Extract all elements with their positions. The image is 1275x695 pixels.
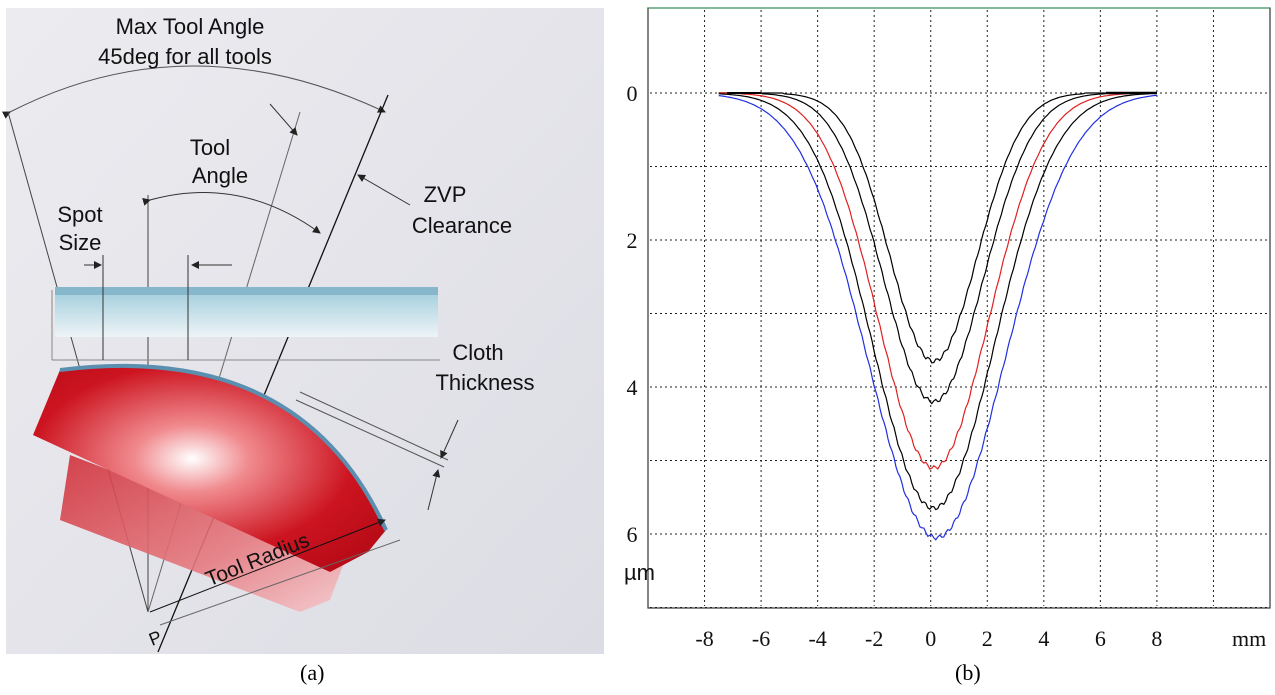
max-tool-angle-label-2: 45deg for all tools: [98, 44, 272, 69]
profile-series-2: [718, 92, 1157, 405]
plot-frame: [647, 7, 1271, 609]
zvp-label-1: ZVP: [424, 182, 467, 207]
x-tick-label: -8: [695, 626, 713, 651]
cloth-thickness-line-1: [299, 391, 449, 461]
tool-radius-guide: [159, 539, 401, 626]
tool-geometry-diagram: Max Tool Angle 45deg for all tools Tool …: [0, 0, 604, 664]
tool-angle-label-1: Tool: [190, 135, 230, 160]
x-tick-label: -6: [752, 626, 770, 651]
x-tick-label: -2: [865, 626, 883, 651]
caption-a: (a): [300, 660, 325, 685]
y-unit-label: µm: [624, 560, 655, 585]
x-tick-label: 0: [925, 626, 936, 651]
x-tick-label: 6: [1095, 626, 1106, 651]
x-tick-label: 2: [982, 626, 993, 651]
caption-b: (b): [955, 660, 981, 685]
workpiece-top-edge: [55, 287, 438, 295]
cloth-arc: [59, 363, 388, 531]
zvp-arrow-upper: [269, 103, 298, 136]
cloth-thickness-arrow-lower: [427, 469, 441, 511]
y-tick-label: 0: [627, 81, 638, 106]
spot-size-label-2: Size: [59, 230, 102, 255]
series-group: [718, 91, 1157, 541]
depth-profile-svg: -8 -6 -4 -2 0 2 4 6 8 0 2 4 6 µm mm: [624, 7, 1271, 651]
profile-series-4: [718, 92, 1157, 511]
x-tick-label: 8: [1151, 626, 1162, 651]
y-tick-label: 2: [627, 228, 638, 253]
profile-series-1: [718, 92, 1157, 364]
cloth-thickness-label-1: Cloth: [452, 340, 503, 365]
max-tool-angle-arc: [1, 65, 386, 119]
max-tool-angle-label-1: Max Tool Angle: [116, 14, 265, 39]
depth-profile-chart: -8 -6 -4 -2 0 2 4 6 8 0 2 4 6 µm mm: [610, 0, 1275, 664]
tool-radius-arrow: [149, 518, 386, 613]
tool-geometry-svg: Max Tool Angle 45deg for all tools Tool …: [1, 8, 604, 654]
y-tick-label: 4: [627, 375, 638, 400]
workpiece-slab: [55, 287, 438, 337]
tool-angle-label-2: Angle: [192, 163, 248, 188]
grid: [650, 10, 1268, 608]
zvp-label-2: Clearance: [412, 213, 512, 238]
cloth-thickness-arrow-upper: [440, 419, 459, 459]
x-tick-label: 4: [1038, 626, 1049, 651]
tool-angle-arc: [142, 191, 321, 234]
zvp-arrow-lower: [357, 174, 411, 206]
x-unit-label: mm: [1232, 626, 1266, 651]
y-tick-label: 6: [627, 522, 638, 547]
tick-labels: -8 -6 -4 -2 0 2 4 6 8 0 2 4 6: [627, 81, 1163, 651]
profile-series-5: [718, 94, 1157, 541]
cloth-thickness-line-2: [295, 399, 445, 468]
tool-holder-shadow: [60, 455, 345, 612]
cloth-thickness-label-2: Thickness: [435, 370, 534, 395]
x-tick-label: -4: [808, 626, 826, 651]
spot-size-label-1: Spot: [57, 202, 102, 227]
profile-series-3: [718, 92, 1157, 470]
